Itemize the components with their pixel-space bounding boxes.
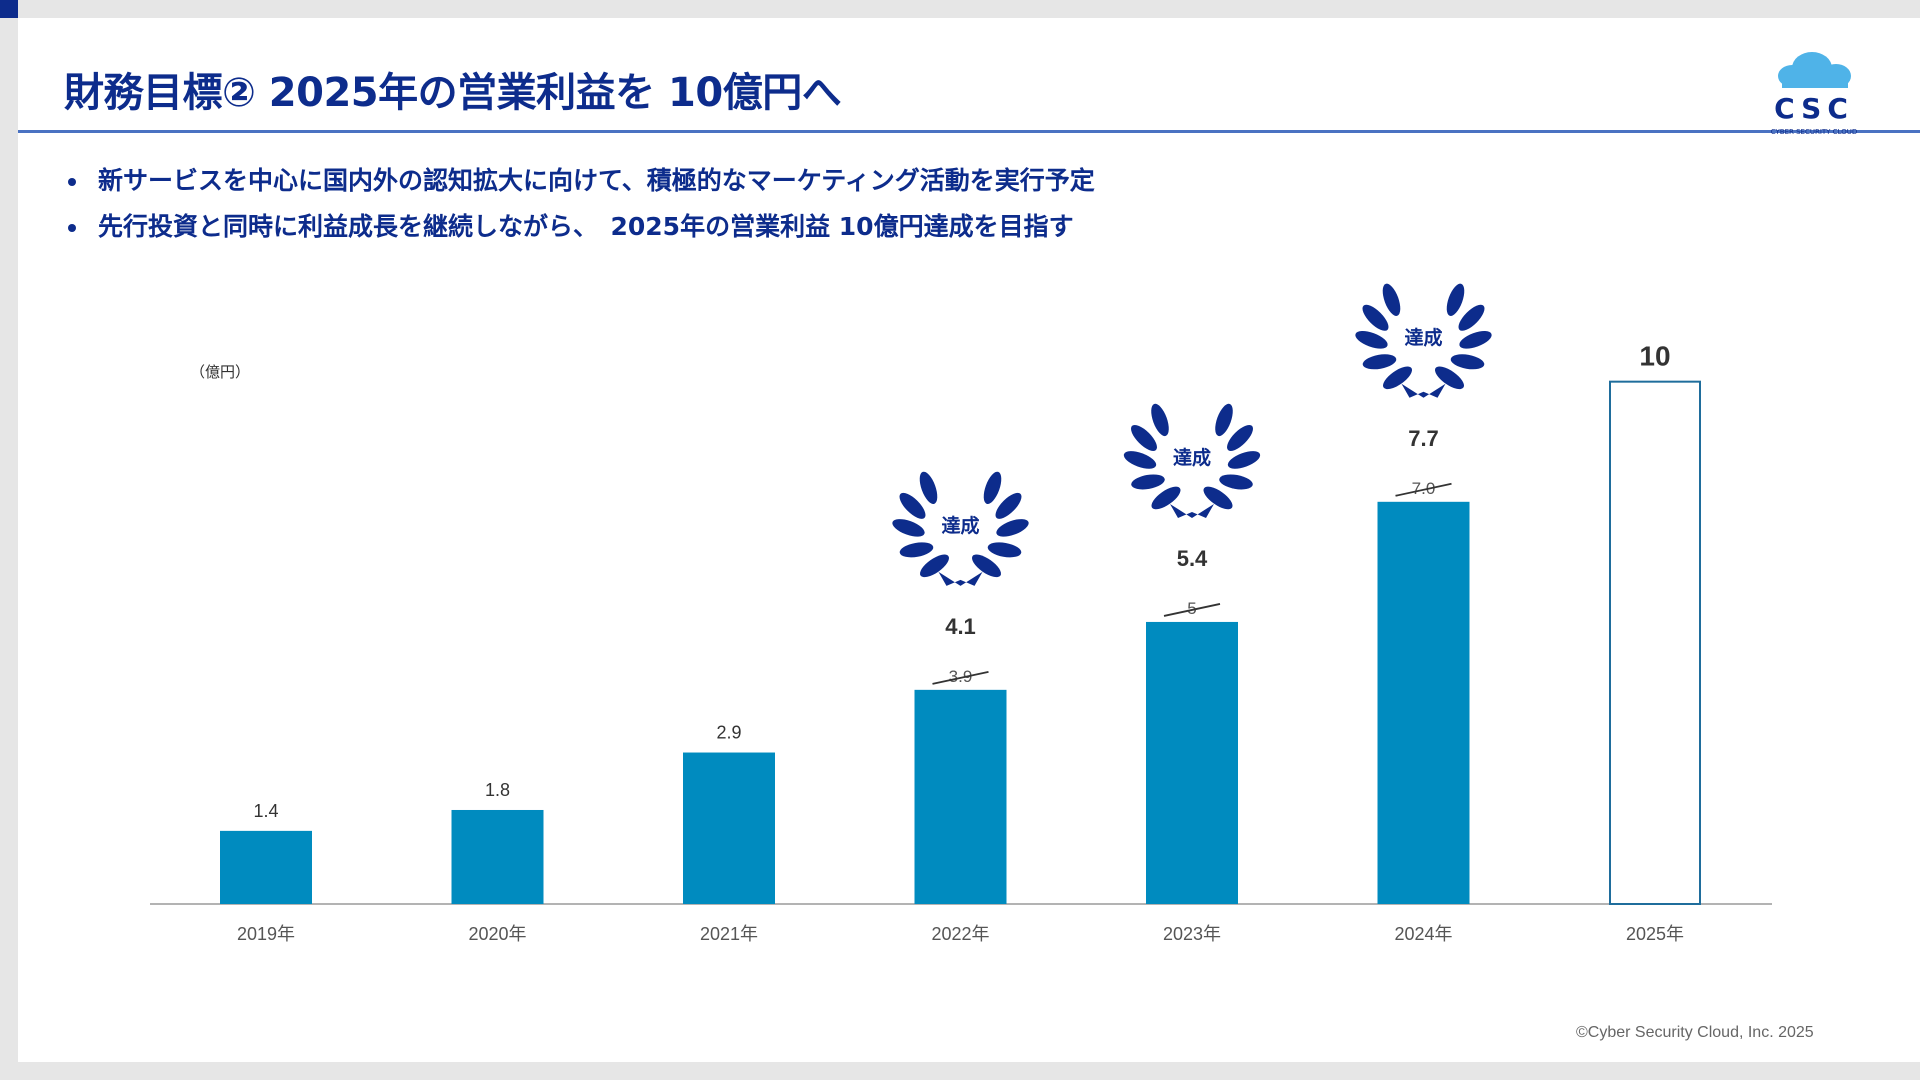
- cloud-icon: [1778, 52, 1851, 88]
- laurel-leaf: [1459, 331, 1492, 349]
- laurel-leaf: [987, 542, 1022, 558]
- plan-value-label: 5: [1187, 599, 1196, 618]
- bar: [451, 809, 544, 904]
- slide: 財務目標② 2025年の営業利益を 10億円へ CSC CYBER SECURI…: [18, 18, 1920, 1062]
- laurel-leaf: [1362, 354, 1397, 370]
- bar: [914, 689, 1007, 904]
- laurel-leaf: [1215, 403, 1233, 437]
- bullet-item: 先行投資と同時に利益成長を継続しながら、 2025年の営業利益 10億円達成を目…: [62, 204, 1095, 250]
- bullet-item: 新サービスを中心に国内外の認知拡大に向けて、積極的なマーケティング活動を実行予定: [62, 158, 1095, 204]
- x-tick-label: 2024年: [1394, 924, 1452, 944]
- laurel-leaf: [899, 542, 934, 558]
- laurel-leaf: [920, 554, 949, 578]
- laurel-leaf: [1203, 486, 1233, 510]
- laurel-leaf: [1458, 304, 1485, 331]
- title-divider: [18, 130, 1920, 133]
- laurel-leaf: [1362, 304, 1389, 331]
- laurel-leaf: [1123, 451, 1157, 469]
- data-label: 2.9: [716, 723, 741, 743]
- laurel-leaf: [1435, 366, 1464, 390]
- laurel-ribbon: [1170, 503, 1214, 518]
- laurel-leaf: [1131, 474, 1165, 490]
- laurel-leaf: [1382, 283, 1401, 316]
- target-bar: [1609, 380, 1701, 905]
- bar: [1146, 621, 1238, 904]
- achieved-laurel-icon: 達成: [1123, 403, 1261, 518]
- laurel-leaf: [1450, 354, 1485, 370]
- achieved-label: 達成: [941, 514, 979, 537]
- laurel-leaf: [1383, 366, 1412, 390]
- laurel-leaf: [1355, 331, 1388, 349]
- laurel-leaf: [899, 492, 926, 519]
- x-tick-label: 2023年: [1163, 924, 1221, 944]
- x-tick-label: 2025年: [1626, 924, 1684, 944]
- laurel-leaf: [919, 471, 938, 504]
- bullet-list: 新サービスを中心に国内外の認知拡大に向けて、積極的なマーケティング活動を実行予定…: [62, 158, 1095, 250]
- data-label: 10: [1639, 341, 1670, 372]
- data-label: 4.1: [945, 614, 976, 639]
- company-logo: CSC CYBER SECURITY CLOUD: [1771, 52, 1858, 136]
- plan-strikethrough: [1395, 482, 1452, 497]
- laurel-leaf: [1151, 486, 1181, 510]
- copyright-footer: ©Cyber Security Cloud, Inc. 2025: [1576, 1024, 1814, 1041]
- x-tick-label: 2019年: [237, 924, 295, 944]
- laurel-leaf: [1227, 451, 1261, 469]
- data-label: 1.4: [253, 801, 278, 821]
- x-tick-label: 2021年: [700, 924, 758, 944]
- laurel-leaf: [1151, 403, 1169, 437]
- bar: [220, 830, 312, 904]
- laurel-leaf: [1227, 424, 1253, 451]
- logo-text: CSC: [1774, 92, 1854, 125]
- data-label: 7.7: [1408, 426, 1439, 451]
- laurel-leaf: [996, 519, 1029, 537]
- laurel-leaf: [983, 471, 1002, 504]
- laurel-leaf: [892, 519, 925, 537]
- laurel-ribbon: [1401, 383, 1446, 398]
- achieved-label: 達成: [1404, 326, 1442, 349]
- plan-strikethrough: [932, 670, 989, 685]
- laurel-leaf: [1219, 474, 1253, 490]
- bar: [1377, 501, 1470, 904]
- plan-strikethrough: [1163, 603, 1221, 617]
- page-title: 財務目標② 2025年の営業利益を 10億円へ: [64, 70, 842, 116]
- plan-value-label: 7.0: [1412, 479, 1436, 498]
- logo-subtext: CYBER SECURITY CLOUD: [1771, 128, 1858, 136]
- bar: [683, 752, 775, 904]
- x-tick-label: 2022年: [931, 924, 989, 944]
- achieved-laurel-icon: 達成: [1355, 283, 1492, 398]
- laurel-ribbon: [938, 571, 983, 586]
- plan-value-label: 3.9: [949, 667, 973, 686]
- x-tick-label: 2020年: [468, 924, 526, 944]
- laurel-leaf: [995, 492, 1022, 519]
- achieved-laurel-icon: 達成: [892, 471, 1029, 586]
- data-label: 1.8: [485, 780, 510, 800]
- achieved-label: 達成: [1173, 446, 1211, 469]
- chart-unit-label: （億円）: [190, 363, 251, 381]
- corner-accent: [0, 0, 18, 18]
- laurel-leaf: [1446, 283, 1465, 316]
- laurel-leaf: [1131, 424, 1157, 451]
- laurel-leaf: [972, 554, 1001, 578]
- data-label: 5.4: [1177, 546, 1208, 571]
